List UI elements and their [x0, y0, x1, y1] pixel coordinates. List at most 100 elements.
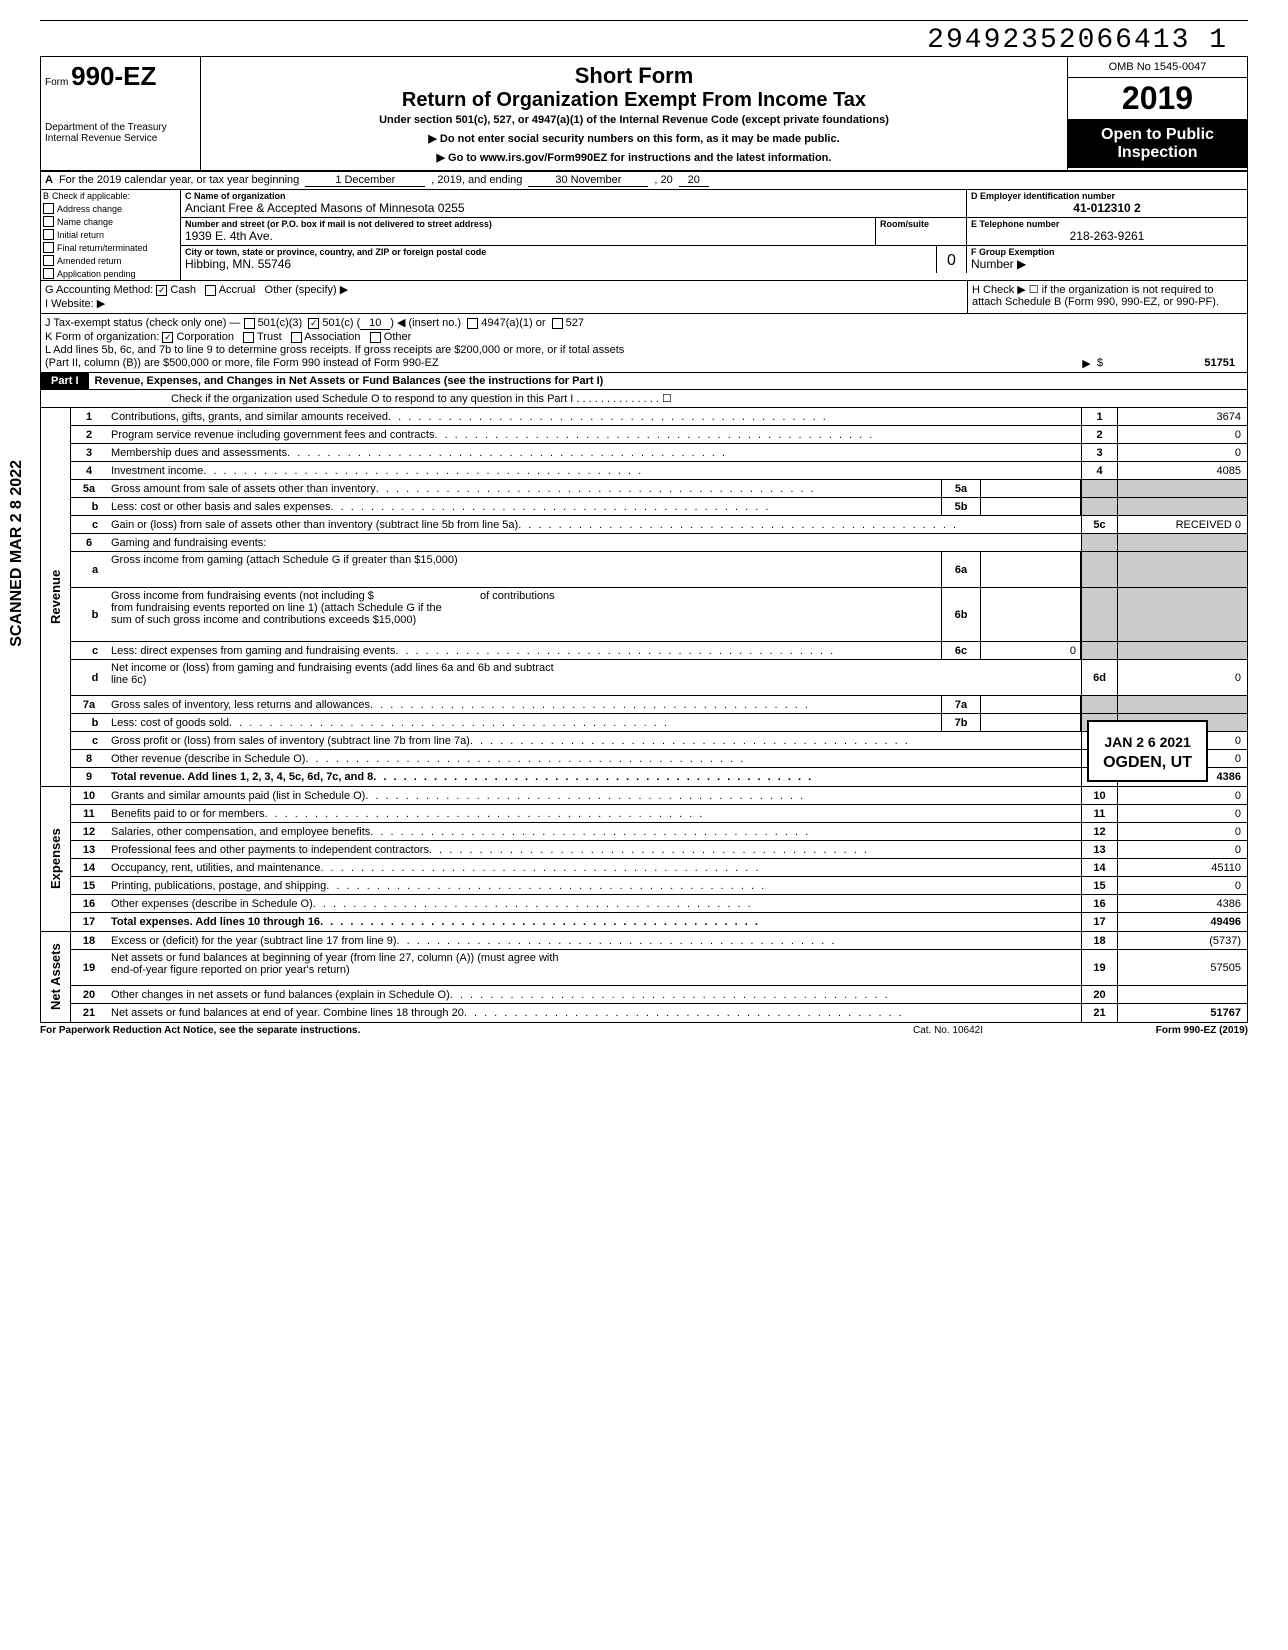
- label-b: B: [43, 191, 49, 201]
- desc-19-1: Net assets or fund balances at beginning…: [111, 952, 559, 964]
- desc-5b: Less: cost or other basis and sales expe…: [107, 498, 941, 515]
- ln-14: 14: [71, 859, 107, 876]
- desc-18: Excess or (deficit) for the year (subtra…: [107, 932, 1081, 949]
- ln-17: 17: [71, 913, 107, 931]
- amt-13: 0: [1117, 841, 1247, 858]
- tax-year-yr: 20: [679, 174, 709, 187]
- b-text: Check if applicable:: [52, 191, 130, 201]
- row-ghi: G Accounting Method: Cash Accrual Other …: [40, 281, 1248, 314]
- city-extra: 0: [936, 246, 966, 273]
- desc-19-2: end-of-year figure reported on prior yea…: [111, 964, 350, 976]
- g-text: Accounting Method:: [56, 284, 153, 296]
- chk-corp[interactable]: [162, 332, 173, 343]
- box-13: 13: [1081, 841, 1117, 858]
- desc-7b: Less: cost of goods sold: [107, 714, 941, 731]
- row-a-text: For the 2019 calendar year, or tax year …: [59, 174, 299, 186]
- chk-final[interactable]: [43, 242, 54, 253]
- desc-13: Professional fees and other payments to …: [107, 841, 1081, 858]
- box-10: 10: [1081, 787, 1117, 804]
- omb-number: OMB No 1545-0047: [1068, 57, 1247, 78]
- amt-16: 4386: [1117, 895, 1247, 912]
- k-assoc: Association: [304, 331, 360, 343]
- chk-cash[interactable]: [156, 285, 167, 296]
- part-1-header: Part I Revenue, Expenses, and Changes in…: [40, 373, 1248, 390]
- chk-pending[interactable]: [43, 268, 54, 279]
- desc-16: Other expenses (describe in Schedule O): [107, 895, 1081, 912]
- ln-6: 6: [71, 534, 107, 551]
- stamp-loc: OGDEN, UT: [1103, 754, 1192, 772]
- mid-7b: 7b: [941, 714, 981, 731]
- chk-4947[interactable]: [467, 318, 478, 329]
- label-l: L: [45, 344, 51, 356]
- expenses-section: Expenses 10Grants and similar amounts pa…: [40, 787, 1248, 932]
- amt-5c: RECEIVED 0: [1117, 516, 1247, 533]
- opt-final: Final return/terminated: [57, 243, 148, 253]
- chk-address[interactable]: [43, 203, 54, 214]
- box-18: 18: [1081, 932, 1117, 949]
- j-num: 10: [360, 317, 390, 330]
- title-short-form: Short Form: [209, 63, 1059, 89]
- box-12: 12: [1081, 823, 1117, 840]
- label-a: A: [45, 174, 53, 186]
- desc-19: Net assets or fund balances at beginning…: [107, 950, 1081, 985]
- box-6: [1081, 534, 1117, 551]
- ln-6d: d: [71, 660, 107, 695]
- header-right: OMB No 1545-0047 2019 Open to Public Ins…: [1067, 57, 1247, 170]
- j-opt2: 501(c) (: [322, 317, 360, 329]
- box-5c: 5c: [1081, 516, 1117, 533]
- chk-other[interactable]: [370, 332, 381, 343]
- chk-assoc[interactable]: [291, 332, 302, 343]
- desc-6c: Less: direct expenses from gaming and fu…: [107, 642, 941, 659]
- amt-17: 49496: [1117, 913, 1247, 931]
- row-a: A For the 2019 calendar year, or tax yea…: [40, 172, 1248, 190]
- midval-5b: [981, 498, 1081, 515]
- desc-6b-2: of contributions: [480, 590, 555, 602]
- desc-14: Occupancy, rent, utilities, and maintena…: [107, 859, 1081, 876]
- midval-7b: [981, 714, 1081, 731]
- ln-4: 4: [71, 462, 107, 479]
- label-k: K: [45, 331, 52, 343]
- ln-15: 15: [71, 877, 107, 894]
- desc-6a: Gross income from gaming (attach Schedul…: [107, 552, 941, 587]
- opt-address: Address change: [57, 204, 122, 214]
- ln-7c: c: [71, 732, 107, 749]
- row-jkl: J Tax-exempt status (check only one) — 5…: [40, 314, 1248, 373]
- chk-amended[interactable]: [43, 255, 54, 266]
- amt-3: 0: [1117, 444, 1247, 461]
- box-20: 20: [1081, 986, 1117, 1003]
- chk-trust[interactable]: [243, 332, 254, 343]
- midval-7a: [981, 696, 1081, 713]
- midval-6a: [981, 552, 1081, 587]
- label-h: H: [972, 284, 980, 296]
- chk-initial[interactable]: [43, 229, 54, 240]
- tax-year-begin: 1 December: [305, 174, 425, 187]
- city-label: City or town, state or province, country…: [181, 246, 936, 257]
- col-b: B Check if applicable: Address change Na…: [41, 190, 181, 280]
- city: Hibbing, MN. 55746: [181, 257, 936, 273]
- chk-name[interactable]: [43, 216, 54, 227]
- chk-501c3[interactable]: [244, 318, 255, 329]
- desc-20: Other changes in net assets or fund bala…: [107, 986, 1081, 1003]
- phone: 218-263-9261: [967, 229, 1247, 245]
- box-4: 4: [1081, 462, 1117, 479]
- ln-5b: b: [71, 498, 107, 515]
- ein: 41-012310 2: [967, 201, 1247, 217]
- ln-6b: b: [71, 588, 107, 641]
- amt-21: 51767: [1117, 1004, 1247, 1022]
- chk-501c[interactable]: [308, 318, 319, 329]
- mid-6a: 6a: [941, 552, 981, 587]
- title-return: Return of Organization Exempt From Incom…: [209, 89, 1059, 112]
- chk-accrual[interactable]: [205, 285, 216, 296]
- row-a-mid: , 2019, and ending: [431, 174, 522, 186]
- footer-mid: Cat. No. 10642I: [848, 1025, 1048, 1036]
- ln-13: 13: [71, 841, 107, 858]
- box-21: 21: [1081, 1004, 1117, 1022]
- desc-2: Program service revenue including govern…: [107, 426, 1081, 443]
- ln-5a: 5a: [71, 480, 107, 497]
- mid-7a: 7a: [941, 696, 981, 713]
- ln-21: 21: [71, 1004, 107, 1022]
- footer-left: For Paperwork Reduction Act Notice, see …: [40, 1025, 848, 1036]
- footer: For Paperwork Reduction Act Notice, see …: [40, 1023, 1248, 1038]
- midval-5a: [981, 480, 1081, 497]
- chk-527[interactable]: [552, 318, 563, 329]
